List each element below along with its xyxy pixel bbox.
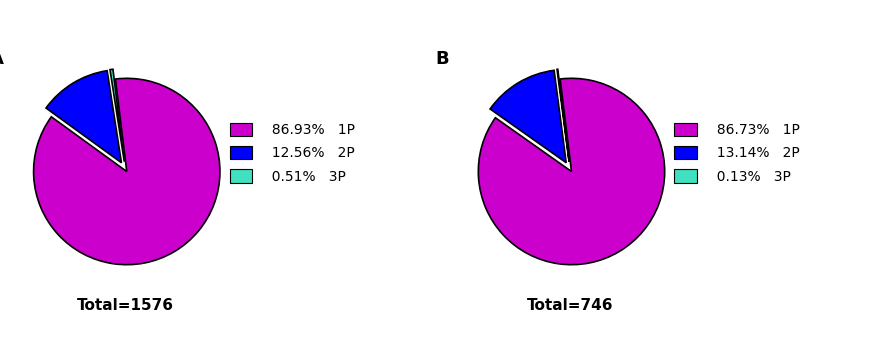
- Text: Total=746: Total=746: [527, 298, 613, 313]
- Text: A: A: [0, 50, 4, 68]
- Wedge shape: [110, 69, 124, 162]
- Legend:   86.93%   1P,   12.56%   2P,   0.51%   3P: 86.93% 1P, 12.56% 2P, 0.51% 3P: [229, 123, 355, 184]
- Wedge shape: [490, 70, 566, 163]
- Wedge shape: [478, 78, 664, 265]
- Legend:   86.73%   1P,   13.14%   2P,   0.13%   3P: 86.73% 1P, 13.14% 2P, 0.13% 3P: [674, 123, 800, 184]
- Wedge shape: [46, 70, 121, 163]
- Text: B: B: [435, 50, 448, 68]
- Text: Total=1576: Total=1576: [77, 298, 174, 313]
- Wedge shape: [557, 69, 569, 162]
- Wedge shape: [34, 78, 220, 265]
